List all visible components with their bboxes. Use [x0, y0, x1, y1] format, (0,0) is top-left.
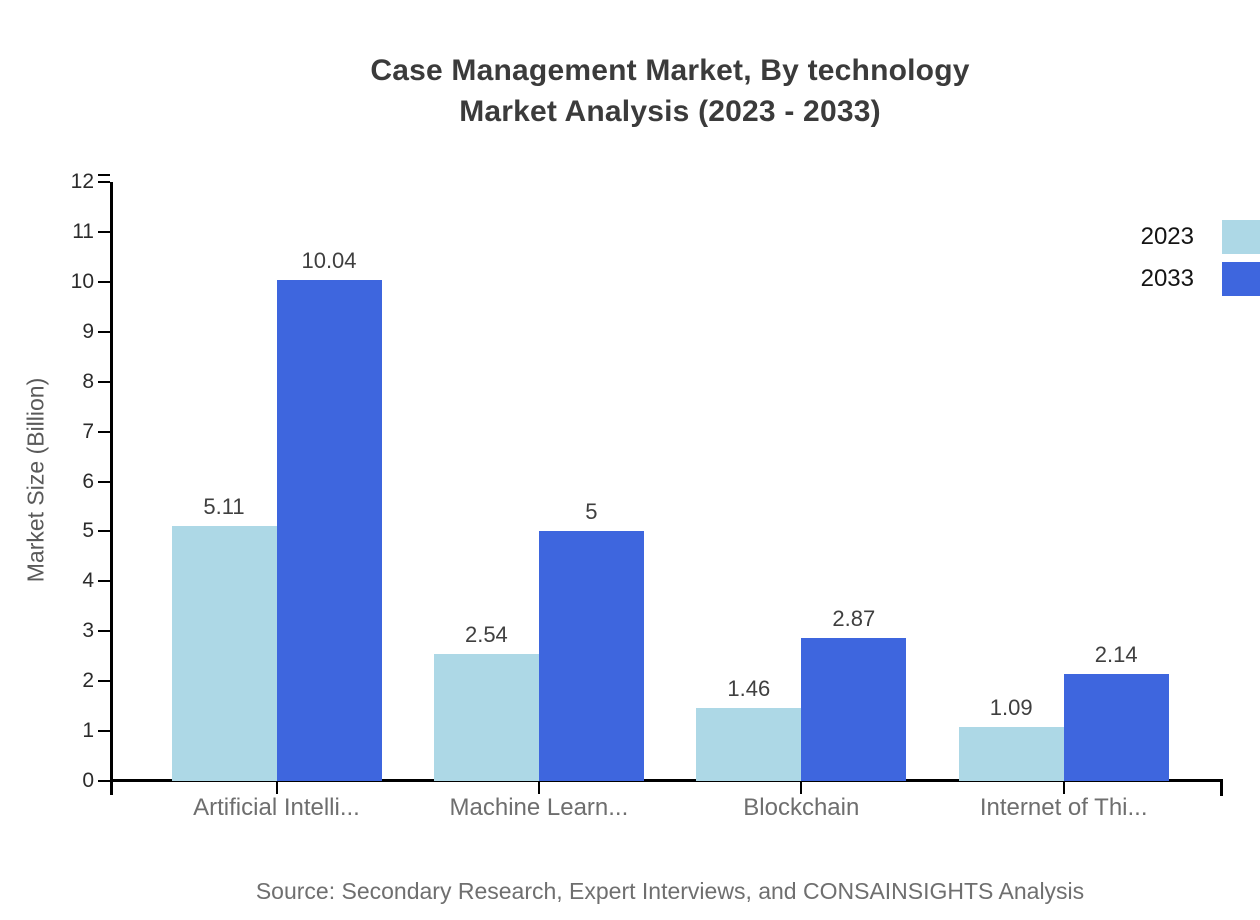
y-axis-tick-label: 6: [82, 469, 94, 493]
y-axis-tick-label: 12: [70, 170, 94, 193]
y-axis-tick-label: 1: [82, 719, 94, 743]
x-axis-line: [110, 779, 1223, 782]
y-axis-tick: [98, 181, 110, 183]
y-axis-title: Market Size (Billion): [22, 377, 49, 583]
x-axis-tick: [800, 782, 803, 794]
y-axis-tick: [98, 730, 110, 733]
x-axis-end-tick: [1220, 779, 1223, 796]
legend-item-2023: 2023: [1108, 220, 1260, 254]
chart-title-line2: Market Analysis (2023 - 2033): [459, 95, 881, 128]
bar-value-label: 10.04: [301, 248, 357, 273]
y-axis-tick: [98, 630, 110, 633]
legend-item-2033: 2033: [1108, 262, 1260, 296]
y-axis-tick-label: 0: [82, 769, 94, 792]
category-label: Machine Learn...: [449, 794, 629, 821]
bar-2023-1: [171, 526, 277, 781]
y-axis-tick: [98, 280, 110, 283]
y-axis-tick: [98, 480, 110, 483]
legend-swatch-2033: [1222, 262, 1260, 296]
bar-2033-4: [1063, 674, 1169, 781]
chart-title-line1: Case Management Market, By technology: [370, 54, 970, 87]
y-axis-tick-label: 10: [70, 269, 94, 293]
source-note: Source: Secondary Research, Expert Inter…: [255, 878, 1085, 904]
legend-label-2033: 2033: [1140, 265, 1194, 292]
y-axis-line: [110, 182, 113, 795]
x-axis-tick: [275, 782, 278, 794]
y-axis-tick: [98, 230, 110, 233]
bar-value-label: 2.54: [464, 622, 508, 647]
bar-2033-2: [538, 531, 644, 781]
bar-value-label: 2.87: [832, 606, 876, 631]
bar-value-label: 1.46: [727, 676, 771, 701]
x-axis-tick: [1062, 782, 1065, 794]
bar-2023-3: [696, 708, 802, 781]
y-axis-tick: [98, 580, 110, 583]
bar-value-label: 2.14: [1094, 642, 1138, 667]
y-axis-tick-label: 9: [82, 319, 94, 343]
y-axis-endcap-tick: [98, 174, 110, 176]
category-label: Blockchain: [743, 794, 860, 821]
bar-value-label: 5: [585, 499, 598, 524]
bar-2023-2: [433, 654, 539, 781]
category-label: Artificial Intelli...: [193, 794, 360, 821]
y-axis-tick-label: 5: [82, 519, 94, 543]
y-axis-tick: [98, 530, 110, 533]
y-axis-tick: [98, 330, 110, 333]
y-axis-tick: [98, 780, 110, 782]
y-axis-tick-label: 8: [82, 369, 94, 393]
y-axis-tick: [98, 680, 110, 683]
bar-2023-4: [958, 727, 1064, 781]
x-axis-tick: [537, 782, 540, 794]
y-axis-tick: [98, 430, 110, 433]
y-axis-tick: [98, 380, 110, 383]
legend-swatch-2023: [1222, 220, 1260, 254]
y-axis-tick-label: 3: [82, 619, 94, 643]
category-label: Internet of Thi...: [979, 794, 1148, 821]
y-axis-tick-label: 2: [82, 669, 94, 693]
bar-2033-3: [801, 638, 907, 781]
y-axis-tick-label: 11: [72, 219, 94, 243]
bar-2033-1: [276, 280, 382, 781]
bar-value-label: 5.11: [203, 494, 245, 519]
chart-title: Case Management Market, By technology Ma…: [80, 50, 1260, 132]
y-axis-tick-label: 7: [82, 419, 94, 443]
y-axis-tick-label: 4: [82, 569, 94, 593]
bar-value-label: 1.09: [989, 695, 1033, 720]
legend-label-2023: 2023: [1140, 223, 1194, 250]
